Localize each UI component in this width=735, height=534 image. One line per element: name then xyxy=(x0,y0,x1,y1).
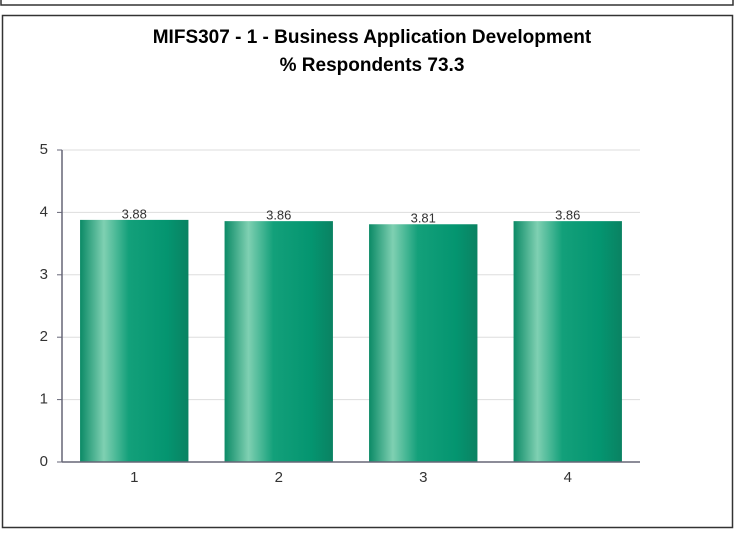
upper-frame xyxy=(0,0,734,6)
chart-subtitle: % Respondents 73.3 xyxy=(280,55,465,76)
value-label: 3.86 xyxy=(555,208,580,223)
value-label: 3.86 xyxy=(266,208,291,223)
bar xyxy=(513,221,622,462)
x-tick-label: 2 xyxy=(275,469,283,486)
value-label: 3.88 xyxy=(122,206,147,221)
value-label: 3.81 xyxy=(411,211,436,226)
x-tick-label: 4 xyxy=(564,469,572,486)
y-tick-label: 2 xyxy=(40,328,48,345)
bar xyxy=(369,224,478,462)
x-tick-label: 3 xyxy=(419,469,427,486)
y-tick-label: 4 xyxy=(40,203,48,220)
bar xyxy=(80,219,189,462)
x-tick-label: 1 xyxy=(130,469,138,486)
y-tick-label: 5 xyxy=(40,141,48,158)
bar xyxy=(224,221,333,462)
y-tick-label: 3 xyxy=(40,266,48,283)
y-tick-label: 1 xyxy=(40,391,48,408)
y-tick-label: 0 xyxy=(40,453,48,470)
chart-title: MIFS307 - 1 - Business Application Devel… xyxy=(153,27,592,48)
